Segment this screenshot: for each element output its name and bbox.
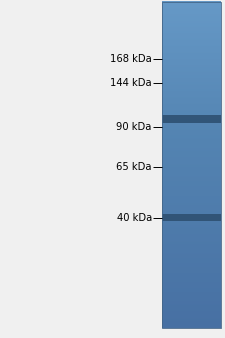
Text: 65 kDa: 65 kDa [116, 162, 152, 172]
Text: 144 kDa: 144 kDa [110, 78, 152, 88]
Bar [162, 214, 220, 221]
Text: 168 kDa: 168 kDa [110, 54, 152, 64]
Text: 40 kDa: 40 kDa [117, 213, 152, 223]
Bar [162, 2, 220, 328]
Text: 90 kDa: 90 kDa [117, 122, 152, 132]
Bar [162, 115, 220, 123]
